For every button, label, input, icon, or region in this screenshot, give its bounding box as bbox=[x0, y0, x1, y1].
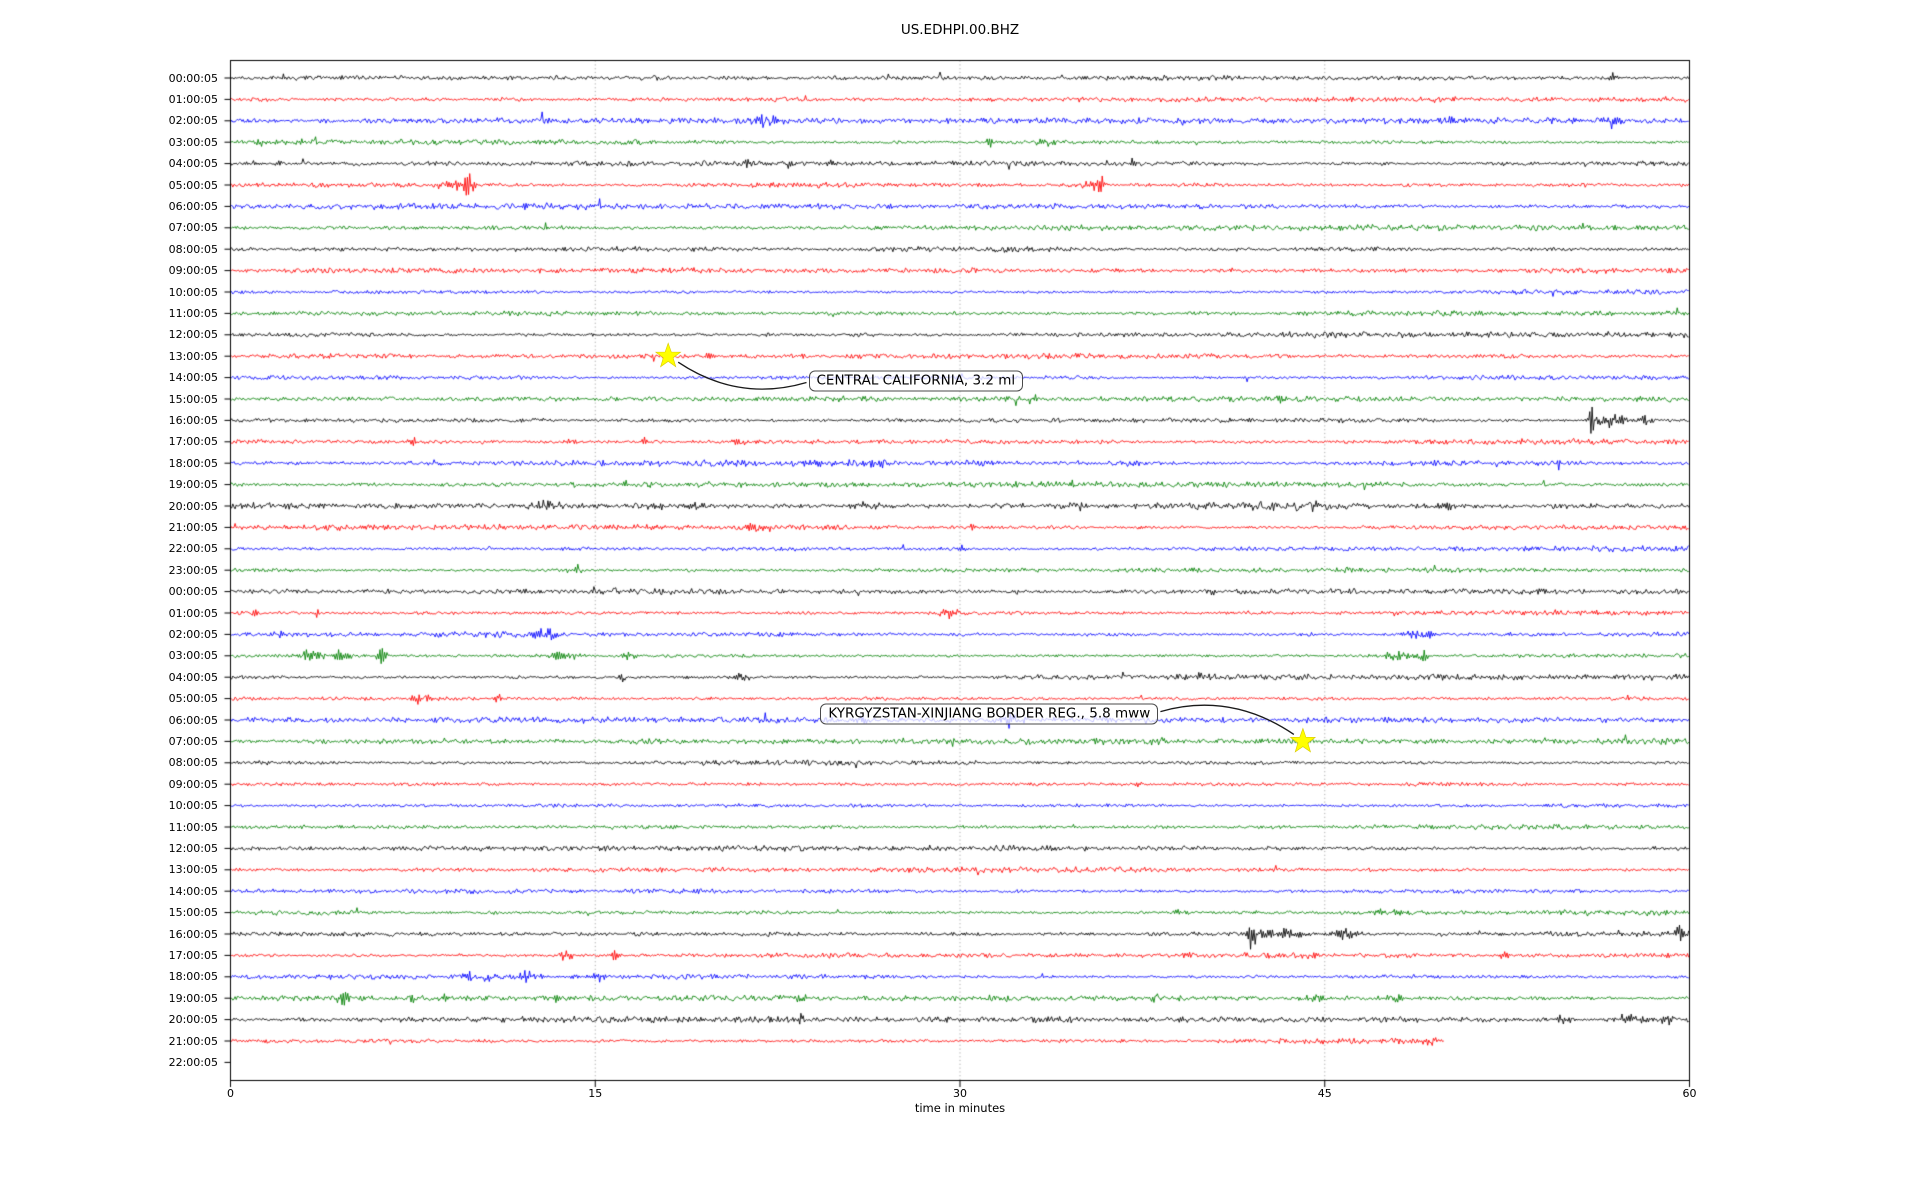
y-tick-label: 16:00:05 bbox=[168, 927, 218, 941]
x-tick-label: 0 bbox=[227, 1087, 234, 1100]
event-annotation-text: KYRGYZSTAN-XINJIANG BORDER REG., 5.8 mww bbox=[828, 705, 1151, 722]
y-tick-label: 04:00:05 bbox=[168, 670, 218, 684]
event-annotation-box: KYRGYZSTAN-XINJIANG BORDER REG., 5.8 mww bbox=[820, 703, 1159, 725]
x-axis-title: time in minutes bbox=[914, 1101, 1006, 1115]
y-tick-label: 11:00:05 bbox=[168, 820, 218, 834]
y-tick-label: 03:00:05 bbox=[168, 135, 218, 149]
y-tick-label: 00:00:05 bbox=[168, 585, 218, 599]
y-tick-label: 04:00:05 bbox=[168, 157, 218, 171]
y-tick-label: 06:00:05 bbox=[168, 199, 218, 213]
y-tick-label: 09:00:05 bbox=[168, 777, 218, 791]
y-tick-label: 13:00:05 bbox=[168, 349, 218, 363]
y-tick-label: 09:00:05 bbox=[168, 264, 218, 278]
y-tick-label: 05:00:05 bbox=[168, 692, 218, 706]
y-tick-label: 17:00:05 bbox=[168, 948, 218, 962]
y-tick-label: 19:00:05 bbox=[168, 478, 218, 492]
y-tick-label: 22:00:05 bbox=[168, 1055, 218, 1069]
y-tick-label: 07:00:05 bbox=[168, 221, 218, 235]
y-tick-label: 16:00:05 bbox=[168, 413, 218, 427]
y-tick-label: 18:00:05 bbox=[168, 456, 218, 470]
y-tick-label: 02:00:05 bbox=[168, 627, 218, 641]
y-tick-label: 21:00:05 bbox=[168, 520, 218, 534]
y-tick-label: 12:00:05 bbox=[168, 328, 218, 342]
y-tick-label: 13:00:05 bbox=[168, 863, 218, 877]
y-tick-label: 15:00:05 bbox=[168, 392, 218, 406]
y-tick-label: 01:00:05 bbox=[168, 606, 218, 620]
y-tick-label: 20:00:05 bbox=[168, 1013, 218, 1027]
x-tick-label: 45 bbox=[1317, 1087, 1332, 1100]
y-tick-label: 08:00:05 bbox=[168, 242, 218, 256]
y-tick-label: 07:00:05 bbox=[168, 734, 218, 748]
x-tick-label: 15 bbox=[588, 1087, 603, 1100]
y-tick-label: 17:00:05 bbox=[168, 435, 218, 449]
y-tick-label: 08:00:05 bbox=[168, 756, 218, 770]
y-tick-label: 15:00:05 bbox=[168, 906, 218, 920]
figure-title: US.EDHPI.00.BHZ bbox=[900, 22, 1020, 38]
y-tick-label: 00:00:05 bbox=[168, 71, 218, 85]
y-tick-label: 21:00:05 bbox=[168, 1034, 218, 1048]
y-tick-label: 02:00:05 bbox=[168, 114, 218, 128]
y-tick-label: 14:00:05 bbox=[168, 371, 218, 385]
event-annotation-box: CENTRAL CALIFORNIA, 3.2 ml bbox=[808, 370, 1024, 392]
y-tick-label: 23:00:05 bbox=[168, 563, 218, 577]
y-tick-label: 05:00:05 bbox=[168, 178, 218, 192]
x-tick-label: 30 bbox=[953, 1087, 967, 1100]
x-tick-label: 60 bbox=[1682, 1087, 1697, 1100]
y-tick-label: 10:00:05 bbox=[168, 285, 218, 299]
y-tick-label: 11:00:05 bbox=[168, 306, 218, 320]
y-tick-label: 01:00:05 bbox=[168, 92, 218, 106]
y-tick-label: 19:00:05 bbox=[168, 991, 218, 1005]
y-tick-label: 06:00:05 bbox=[168, 713, 218, 727]
y-tick-label: 12:00:05 bbox=[168, 841, 218, 855]
y-tick-label: 10:00:05 bbox=[168, 799, 218, 813]
y-tick-label: 20:00:05 bbox=[168, 499, 218, 513]
y-tick-label: 18:00:05 bbox=[168, 970, 218, 984]
y-tick-label: 22:00:05 bbox=[168, 542, 218, 556]
y-tick-label: 03:00:05 bbox=[168, 649, 218, 663]
event-annotation-text: CENTRAL CALIFORNIA, 3.2 ml bbox=[816, 372, 1016, 389]
y-tick-label: 14:00:05 bbox=[168, 884, 218, 898]
